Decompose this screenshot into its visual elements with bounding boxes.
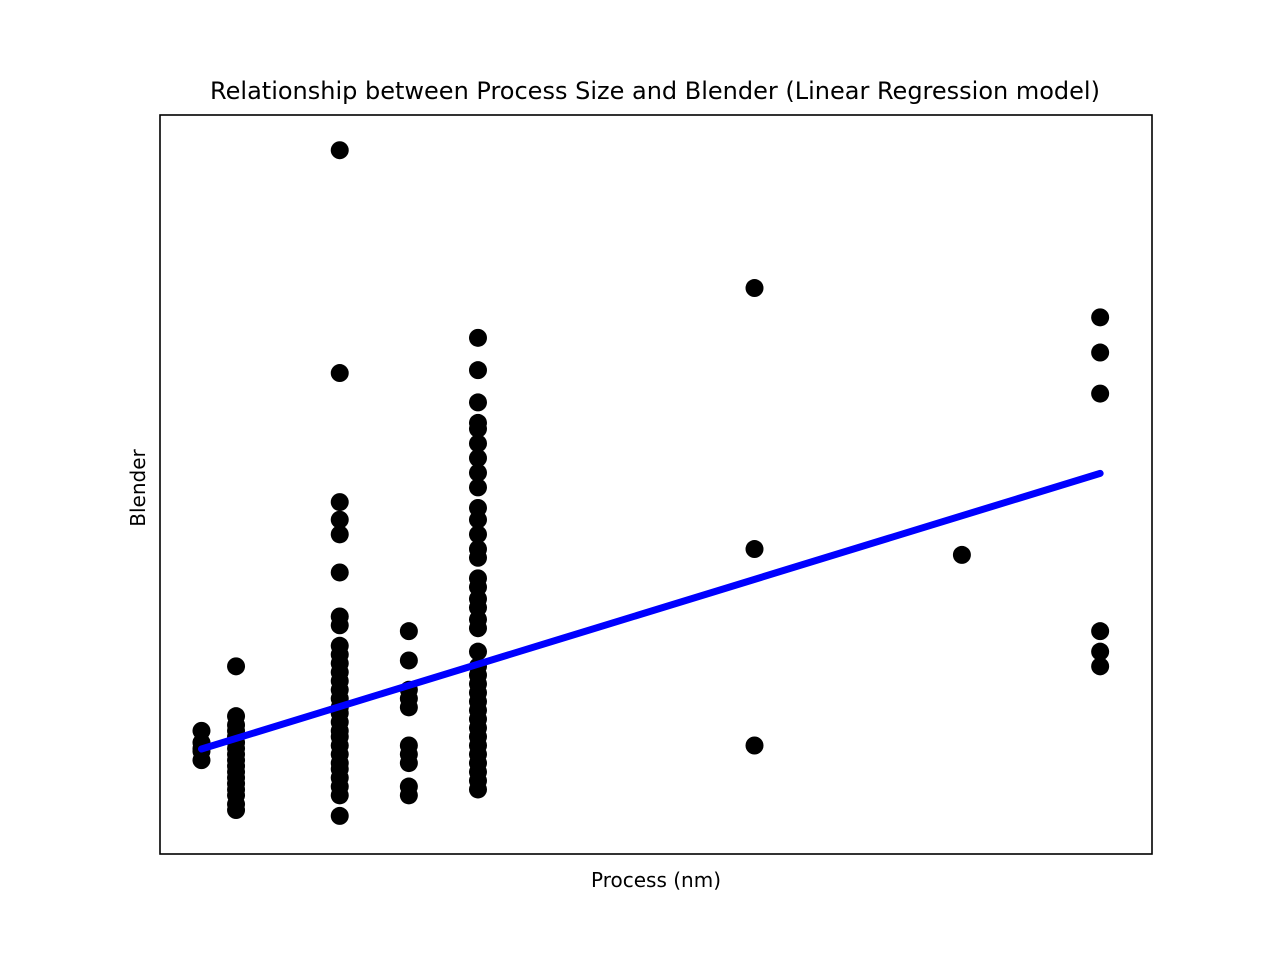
data-point [468,361,487,380]
data-point [330,636,349,655]
data-point [1091,308,1110,327]
data-point [745,540,764,559]
data-point [330,510,349,529]
data-point [468,498,487,517]
data-point [330,364,349,383]
data-point [468,540,487,559]
data-point [399,622,418,641]
plot-area [160,115,1152,854]
data-point [227,657,246,676]
data-point [330,607,349,626]
data-point [468,525,487,544]
data-point [1091,343,1110,362]
data-point [468,463,487,482]
data-point [1091,384,1110,403]
chart-title: Relationship between Process Size and Bl… [210,77,1100,105]
data-point [468,434,487,453]
data-point [330,525,349,544]
data-point [468,328,487,347]
data-point [468,413,487,432]
data-point [399,777,418,796]
data-point [330,806,349,825]
data-point [330,141,349,160]
scatter-series [192,141,1110,825]
data-point [468,449,487,468]
data-point [227,707,246,726]
data-point [330,563,349,582]
plot-frame [159,114,1153,855]
regression-line [197,469,1104,753]
regression-line-layer [197,469,1104,753]
data-point [1091,642,1110,661]
data-point [745,279,764,298]
data-point [468,642,487,661]
data-point [330,493,349,512]
data-point [745,736,764,755]
data-point [399,651,418,670]
data-point [952,545,971,564]
data-point [192,721,211,740]
data-point [399,736,418,755]
data-point [1091,657,1110,676]
data-point [468,478,487,497]
data-point [1091,622,1110,641]
y-axis-label: Blender [126,448,150,526]
x-axis-label: Process (nm) [591,868,721,892]
data-point [468,393,487,412]
data-point [468,569,487,588]
